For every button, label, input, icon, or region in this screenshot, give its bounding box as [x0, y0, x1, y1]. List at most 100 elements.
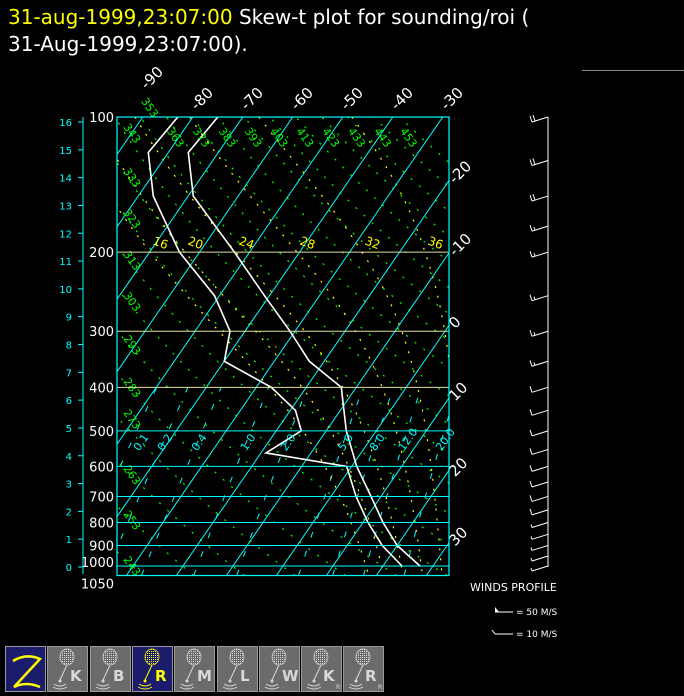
- toolbar-button-k[interactable]: K: [47, 646, 89, 692]
- button-subscript: R: [336, 684, 340, 691]
- isotherm-line: [476, 117, 684, 576]
- mixing-ratio-label: 5.0: [335, 432, 356, 454]
- wind-barb-feather: [529, 448, 533, 455]
- height-label: 6: [66, 396, 72, 407]
- wind-barb: [530, 544, 549, 551]
- mixing-ratio-line: [403, 413, 449, 576]
- dry-adiabat-label: 303: [121, 290, 144, 315]
- height-label: 1: [66, 535, 72, 546]
- wind-barb-feather: [529, 224, 533, 232]
- moist-adiabat-line: [117, 206, 370, 576]
- isotherm-label: -40: [387, 84, 417, 114]
- wind-barb-feather: [529, 409, 533, 416]
- dry-adiabat-line: [117, 505, 194, 576]
- dry-adiabat-line: [295, 116, 449, 263]
- wind-barb: [529, 294, 549, 302]
- button-letter: R: [155, 667, 167, 685]
- dewpoint-trace: [147, 116, 403, 567]
- pressure-label: 900: [89, 539, 114, 554]
- isotherm-line: [225, 252, 449, 576]
- height-label: 13: [59, 201, 72, 212]
- wind-barb-feather: [529, 480, 533, 488]
- mixing-ratio-label: 20.0: [433, 426, 458, 454]
- wind-barb-feather: [529, 330, 533, 337]
- toolbar-button-kr[interactable]: K R: [301, 646, 343, 692]
- wind-barb: [530, 522, 549, 528]
- wind-barb-feather: [529, 251, 533, 258]
- balloon-icon: K: [53, 648, 83, 690]
- dry-adiabat-line: [243, 116, 449, 315]
- dry-adiabat-label: 353: [138, 95, 161, 120]
- button-letter: L: [240, 667, 250, 685]
- dry-adiabat-line: [140, 116, 449, 426]
- moist-adiabat-label: 28: [298, 234, 317, 252]
- isotherm-line: [117, 116, 244, 301]
- wind-barb-shaft: [531, 448, 549, 455]
- moist-adiabat-label: 32: [363, 234, 382, 252]
- wind-barb: [530, 565, 549, 572]
- balloon-icon: R: [137, 648, 167, 690]
- wind-barb: [529, 360, 549, 367]
- dry-adiabat-label: 283: [121, 376, 144, 401]
- wind-barb-feather: [532, 193, 536, 201]
- wind-barb: [529, 480, 549, 488]
- isotherm-line: [175, 179, 449, 576]
- dewpoint-trace-point: [265, 452, 267, 454]
- wind-barb-feather: [529, 115, 533, 123]
- toolbar-button-z-zebra[interactable]: Z: [5, 646, 46, 692]
- wind-barb-half-feather: [533, 332, 536, 336]
- isotherm-line: [325, 396, 449, 576]
- plot-title: 31-aug-1999,23:07:00 Skew-t plot for sou…: [8, 4, 529, 58]
- pressure-label: 200: [89, 246, 114, 261]
- wind-barb-shaft: [531, 386, 549, 393]
- button-subscript: R: [378, 684, 382, 691]
- isotherm-label: -10: [445, 230, 475, 260]
- wind-barb: [529, 193, 549, 202]
- mixing-ratio-line: [193, 387, 270, 576]
- wind-barb-shaft: [531, 565, 549, 572]
- wind-barb-half-feather: [530, 536, 533, 540]
- isotherm-line: [0, 117, 43, 576]
- dry-adiabat-label: 403: [268, 125, 291, 150]
- height-label: 0: [66, 563, 72, 574]
- height-label: 7: [66, 368, 72, 379]
- toolbar-button-rr[interactable]: R R: [343, 646, 385, 692]
- balloon-icon: L: [222, 648, 250, 690]
- toolbar-button-r[interactable]: R: [131, 646, 173, 692]
- isotherm-line: [117, 116, 294, 373]
- wind-barb-half-feather: [530, 567, 533, 572]
- balloon-icon: K R: [306, 648, 340, 691]
- button-letter: K: [70, 667, 83, 685]
- dewpoint-trace-point: [294, 409, 297, 412]
- pressure-label: 1000: [81, 556, 114, 571]
- wind-barb: [529, 330, 549, 337]
- wind-barb: [529, 158, 549, 166]
- isotherm-line: [125, 116, 444, 576]
- dry-adiabat-line: [117, 287, 448, 576]
- toolbar-button-b[interactable]: B: [89, 646, 131, 692]
- wind-barb-shaft: [531, 533, 549, 540]
- wind-barb-shaft: [531, 251, 549, 258]
- temperature-trace-point: [187, 151, 190, 154]
- wind-barb: [529, 465, 549, 472]
- height-label: 8: [66, 341, 72, 352]
- isotherm-label: -30: [437, 84, 467, 114]
- isotherm-label: -90: [137, 63, 167, 93]
- isotherm-line: [117, 116, 344, 446]
- dry-adiabat-line: [117, 416, 296, 576]
- height-label: 4: [66, 452, 72, 463]
- toolbar-button-m[interactable]: M: [174, 646, 216, 692]
- wind-barb: [529, 495, 549, 502]
- skew-t-chart: 0.1 0.2 0.4 1.0 2.0 5.0 8.0 12.0 20.024325326327…: [0, 63, 684, 640]
- dry-adiabat-line: [117, 372, 346, 576]
- dry-adiabat-label: 433: [345, 125, 368, 150]
- moist-adiabat-label: 36: [426, 234, 445, 252]
- toolbar-button-w[interactable]: W: [258, 646, 300, 692]
- height-label: 12: [59, 229, 72, 240]
- mixing-ratio-label: 0.1: [131, 432, 152, 454]
- toolbar-button-l[interactable]: L: [216, 646, 258, 692]
- dry-adiabat-line: [117, 460, 245, 576]
- pressure-label: 400: [89, 381, 114, 396]
- wind-barb: [529, 251, 549, 258]
- balloon-icon: M: [179, 648, 212, 690]
